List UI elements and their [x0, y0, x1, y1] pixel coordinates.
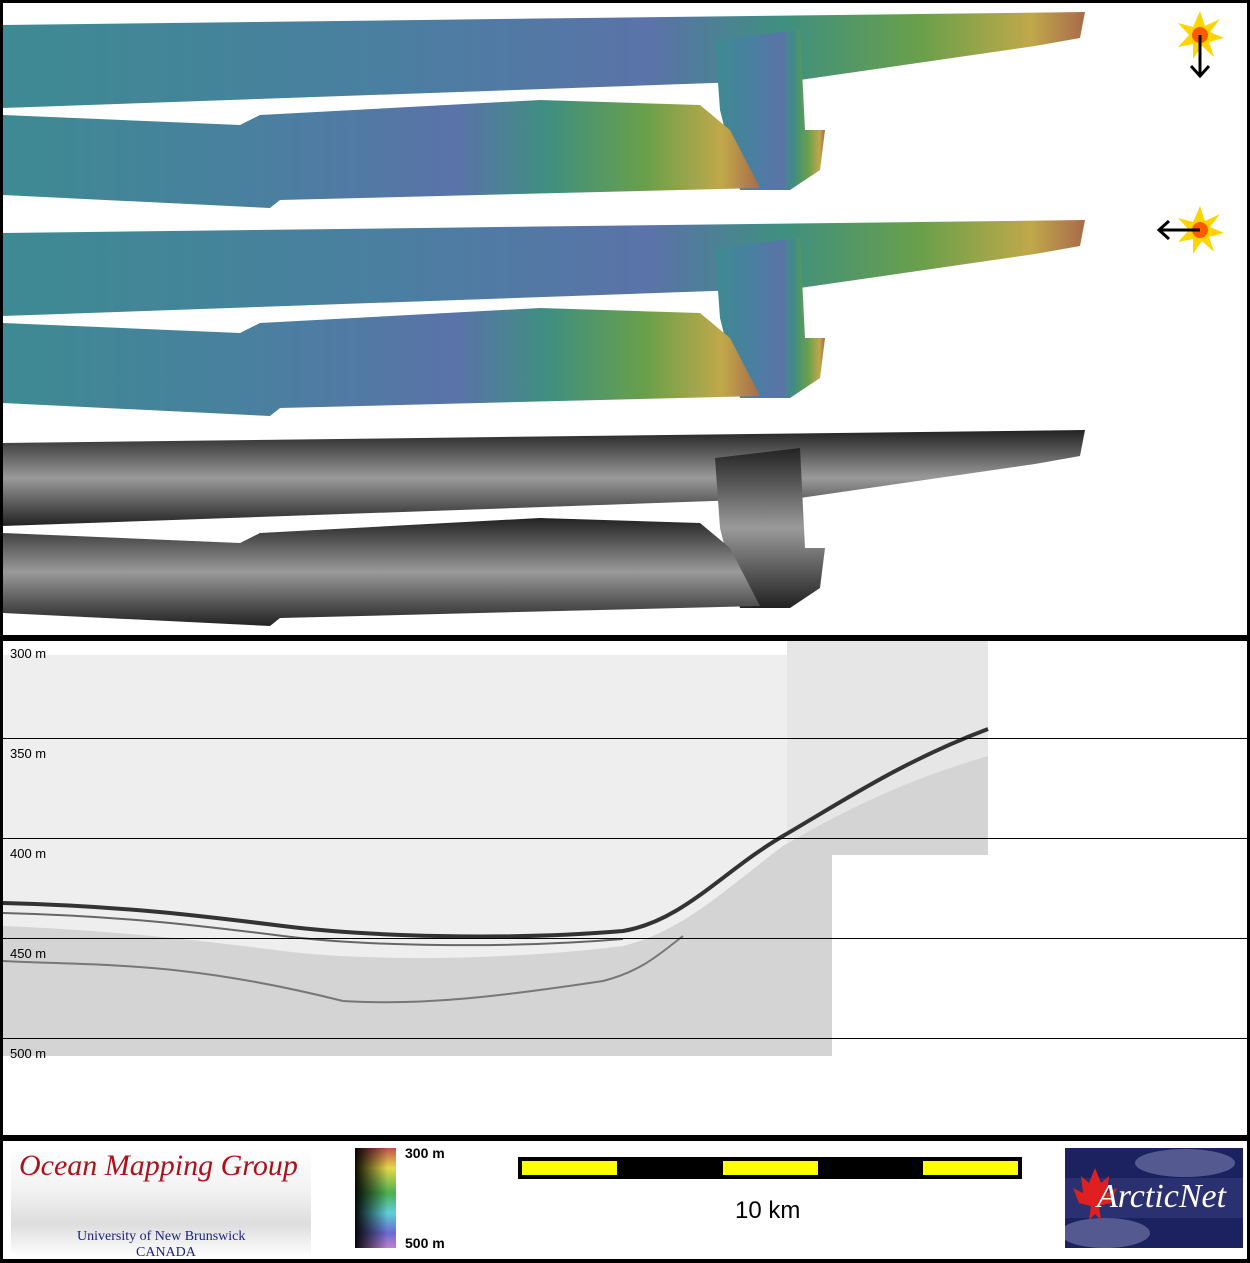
depth-label: 500 m	[10, 1046, 47, 1061]
logo-university: University of New Brunswick	[77, 1229, 246, 1244]
swath-map-panel	[3, 3, 1247, 635]
arcticnet-logo: ArcticNet	[1065, 1148, 1243, 1248]
scale-bar	[518, 1157, 1022, 1179]
depth-label: 350 m	[10, 746, 47, 761]
logo-country: CANADA	[136, 1245, 196, 1260]
arrow-down-icon	[1189, 35, 1211, 79]
subbottom-profile	[3, 641, 989, 1056]
depth-gridline	[3, 838, 1247, 839]
bathymetry-swaths-east-lit	[3, 220, 1085, 416]
maple-leaf-icon	[1073, 1168, 1117, 1220]
legend-panel: Ocean Mapping Group University of New Br…	[3, 1141, 1247, 1260]
subbottom-reflector	[3, 935, 684, 1004]
scale-bar-segment	[723, 1161, 818, 1175]
colorbar-top-label: 300 m	[405, 1145, 445, 1161]
scale-bar-segment	[522, 1161, 617, 1175]
depth-label: 400 m	[10, 846, 47, 861]
ocean-mapping-group-logo: Ocean Mapping Group University of New Br…	[11, 1147, 311, 1260]
depth-label: 300 m	[10, 646, 47, 661]
backscatter-swaths	[3, 430, 1085, 626]
logo-title: Ocean Mapping Group	[19, 1149, 298, 1182]
colorbar-bottom-label: 500 m	[405, 1235, 445, 1251]
scale-bar-label: 10 km	[735, 1197, 801, 1224]
scale-bar-segment	[923, 1161, 1018, 1175]
depth-gridline	[3, 1038, 1247, 1039]
subbottom-profile-panel: 300 m 350 m 400 m 450 m 500 m	[3, 641, 1247, 1135]
swath-map	[3, 11, 1224, 626]
depth-gridline	[3, 738, 1247, 739]
bathymetry-swaths-north-lit	[3, 12, 1085, 208]
arcticnet-text: ArcticNet	[1097, 1178, 1227, 1215]
arrow-left-icon	[1156, 219, 1200, 241]
depth-label: 450 m	[10, 946, 47, 961]
depth-gridline	[3, 938, 1247, 939]
depth-colorbar	[355, 1148, 396, 1248]
seabed-reflector	[3, 727, 989, 939]
